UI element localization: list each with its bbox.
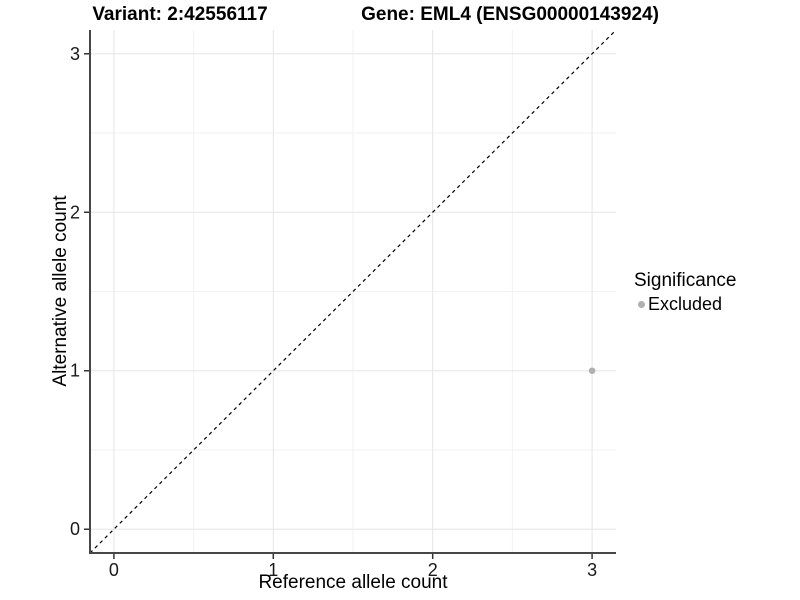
legend-item-excluded: Excluded xyxy=(634,294,736,315)
y-tick-label: 0 xyxy=(70,519,80,539)
legend-title: Significance xyxy=(634,270,737,291)
x-tick-label: 0 xyxy=(109,560,119,580)
x-axis-label: Reference allele count xyxy=(258,572,448,593)
x-tick-label: 3 xyxy=(587,560,597,580)
legend-item-label: Excluded xyxy=(648,294,723,314)
variant-title: Variant: 2:42556117 xyxy=(92,4,268,25)
x-tick-label: 1 xyxy=(268,560,278,580)
data-point xyxy=(588,367,596,375)
excluded-point-icon xyxy=(637,301,645,308)
legend-key xyxy=(634,298,648,312)
legend: Significance Excluded xyxy=(634,270,736,315)
y-tick-label: 3 xyxy=(70,44,80,64)
identity-reference-line xyxy=(89,29,617,554)
y-tick-label: 2 xyxy=(70,202,80,222)
gene-title: Gene: EML4 (ENSG00000143924) xyxy=(361,4,659,25)
y-tick-label: 1 xyxy=(70,361,80,381)
x-tick-label: 2 xyxy=(428,560,438,580)
y-axis-label: Alternative allele count xyxy=(50,195,71,387)
